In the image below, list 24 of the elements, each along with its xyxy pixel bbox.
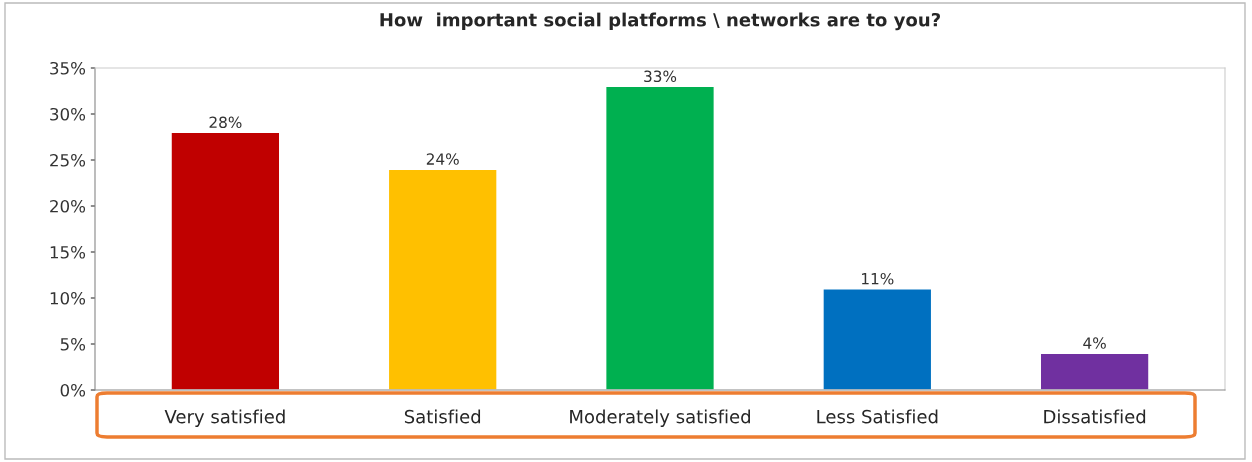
y-tick-label: 15% [50, 245, 86, 259]
data-label: 11% [862, 272, 894, 285]
x-tick-label: Satisfied [404, 409, 481, 424]
x-tick-label: Less Satisfied [817, 409, 938, 424]
x-tick-label: Moderately satisfied [570, 409, 750, 427]
y-tick-label: 5% [60, 337, 86, 351]
y-tick-label: 0% [60, 383, 86, 397]
bar [604, 85, 716, 390]
y-tick-label: 25% [50, 153, 86, 167]
bar [1039, 352, 1150, 390]
x-tick-label: Very satisfied [164, 409, 285, 427]
y-tick-label: 35% [50, 61, 86, 75]
y-tick-label: 10% [50, 291, 86, 305]
bar [822, 288, 933, 390]
data-label: 33% [644, 70, 677, 83]
bar [170, 131, 281, 390]
bar [387, 168, 498, 390]
x-tick-label: Dissatisfied [1044, 409, 1146, 424]
y-tick-label: 20% [50, 199, 86, 213]
data-label: 4% [1083, 337, 1106, 349]
y-tick-label: 30% [50, 107, 86, 121]
data-label: 28% [209, 116, 242, 129]
chart-title: How important social platforms \ networks are to you? [380, 12, 940, 31]
data-label: 24% [426, 153, 459, 165]
